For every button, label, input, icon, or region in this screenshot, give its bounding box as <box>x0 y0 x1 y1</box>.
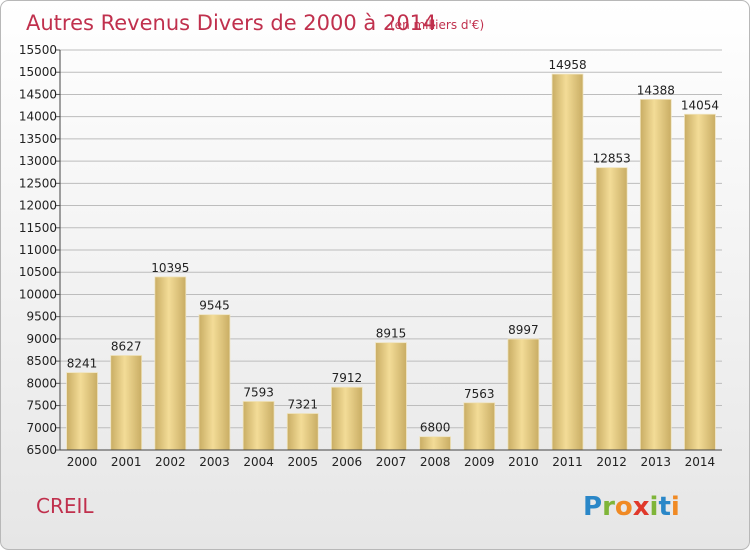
x-axis: 2000 2001 2002 2003 2004 2005 2006 2007 2008 2009… <box>60 449 722 469</box>
bar-2009 <box>463 402 496 451</box>
y-tick-label: 12500 <box>19 176 57 190</box>
y-tick-label: 8500 <box>26 354 57 368</box>
y-tick-label: 11000 <box>19 243 57 257</box>
bar-2007 <box>375 342 407 451</box>
y-tick-label: 8000 <box>26 376 57 390</box>
x-tick-label: 2003 <box>199 455 230 469</box>
logo-letter: r <box>602 492 615 522</box>
x-tick-label: 2012 <box>596 455 627 469</box>
y-tick-label: 11500 <box>19 221 57 235</box>
value-label-2014: 14054 <box>681 98 719 112</box>
x-tick-label: 2008 <box>420 455 451 469</box>
logo-letter: i <box>671 492 680 522</box>
y-tick-label: 10500 <box>19 265 57 279</box>
logo-letter: P <box>583 492 602 522</box>
bar-2012 <box>595 167 628 451</box>
value-label-2004: 7593 <box>243 385 274 399</box>
value-label-2002: 10395 <box>151 261 189 275</box>
x-tick-label: 2000 <box>67 455 98 469</box>
value-label-2006: 7912 <box>332 371 363 385</box>
x-tick-label: 2002 <box>155 455 186 469</box>
x-tick-label: 2005 <box>287 455 318 469</box>
x-tick-label: 2011 <box>552 455 583 469</box>
logo-letter: i <box>650 492 659 522</box>
y-tick-label: 10000 <box>19 287 57 301</box>
value-label-2008: 6800 <box>420 421 451 435</box>
value-label-2007: 8915 <box>376 327 407 341</box>
bar-2002 <box>154 276 187 451</box>
logo-letter: o <box>615 492 633 522</box>
chart-title: Autres Revenus Divers de 2000 à 2014 <box>26 11 436 35</box>
value-labels: 8241 8627 10395 9545 7593 7321 7912 8915 6800 756… <box>67 58 719 435</box>
bar-2004 <box>242 401 275 451</box>
bar-2001 <box>110 355 143 451</box>
bars <box>66 73 716 451</box>
bar-2014 <box>684 113 716 451</box>
x-tick-label: 2004 <box>243 455 274 469</box>
bar-2005 <box>286 413 319 451</box>
y-tick-label: 7000 <box>26 421 57 435</box>
x-tick-label: 2001 <box>111 455 142 469</box>
value-label-2003: 9545 <box>199 299 230 313</box>
y-tick-label: 12000 <box>19 199 57 213</box>
y-tick-label: 15500 <box>19 43 57 57</box>
value-label-2010: 8997 <box>508 323 539 337</box>
location-label: CREIL <box>36 494 94 518</box>
y-tick-label: 14500 <box>19 87 57 101</box>
y-tick-label: 7500 <box>26 399 57 413</box>
bar-2000 <box>66 372 98 451</box>
value-label-2013: 14388 <box>637 83 675 97</box>
y-tick-label: 6500 <box>26 443 57 457</box>
proxiti-logo: Proxiti <box>583 492 680 522</box>
logo-letter: x <box>633 492 650 522</box>
x-tick-label: 2013 <box>641 455 672 469</box>
x-tick-label: 2010 <box>508 455 539 469</box>
bar-2011 <box>551 73 584 451</box>
y-tick-label: 13000 <box>19 154 57 168</box>
x-tick-label: 2014 <box>685 455 716 469</box>
y-tick-label: 14000 <box>19 110 57 124</box>
value-label-2001: 8627 <box>111 339 142 353</box>
bar-2013 <box>639 99 672 451</box>
bar-2010 <box>507 338 540 451</box>
y-axis: 6500 7000 7500 8000 8500 9000 9500 10000 10500 11… <box>19 43 61 457</box>
value-label-2012: 12853 <box>593 152 631 166</box>
value-label-2005: 7321 <box>287 398 318 412</box>
y-tick-label: 9000 <box>26 332 57 346</box>
x-tick-label: 2007 <box>376 455 407 469</box>
y-tick-label: 15000 <box>19 65 57 79</box>
y-tick-label: 13500 <box>19 132 57 146</box>
y-tick-label: 9500 <box>26 310 57 324</box>
value-label-2009: 7563 <box>464 387 495 401</box>
value-label-2000: 8241 <box>67 357 98 371</box>
logo-letter: t <box>658 492 670 522</box>
x-tick-label: 2009 <box>464 455 495 469</box>
bar-2006 <box>331 386 363 451</box>
chart-subtitle: (en milliers d'€) <box>390 18 484 32</box>
bar-2003 <box>198 314 231 451</box>
bar-2008 <box>419 436 451 451</box>
x-tick-label: 2006 <box>332 455 363 469</box>
value-label-2011: 14958 <box>548 58 586 72</box>
